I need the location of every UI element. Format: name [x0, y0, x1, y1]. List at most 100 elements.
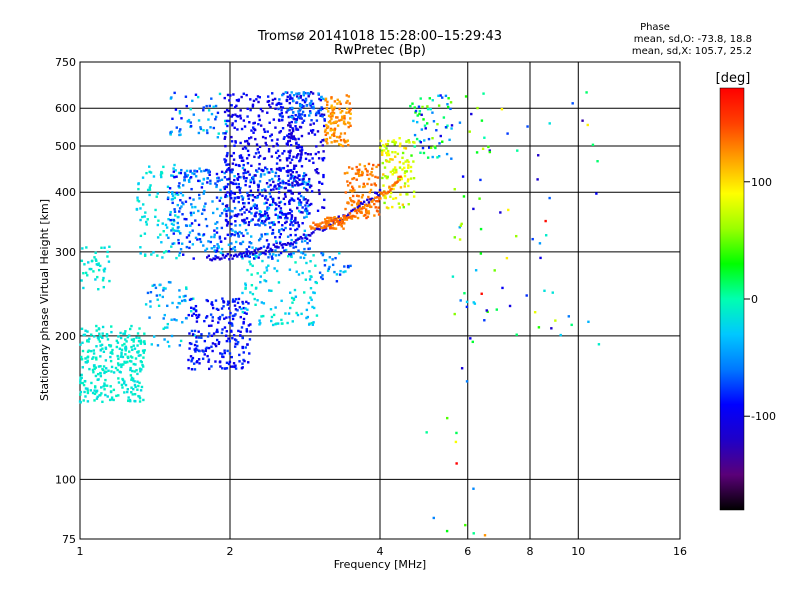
data-point	[291, 243, 295, 246]
data-point	[108, 245, 111, 249]
data-point	[237, 99, 240, 103]
data-point	[163, 338, 166, 341]
data-point	[288, 139, 292, 143]
data-point	[270, 155, 274, 158]
data-point	[317, 111, 321, 115]
data-point	[237, 196, 240, 200]
data-point	[231, 191, 234, 195]
data-point	[275, 245, 279, 248]
data-point	[243, 311, 246, 314]
data-point	[321, 274, 324, 277]
data-point	[310, 119, 313, 122]
data-point	[198, 193, 201, 197]
data-point	[333, 131, 336, 134]
data-point	[205, 315, 209, 318]
data-point	[191, 356, 195, 360]
data-point	[149, 305, 152, 308]
data-point	[95, 389, 99, 392]
data-point	[384, 143, 388, 146]
data-point	[291, 224, 295, 227]
data-point	[362, 185, 365, 189]
data-point	[305, 212, 309, 215]
data-point	[292, 252, 295, 255]
data-point	[358, 204, 361, 208]
data-point	[298, 145, 301, 149]
data-point	[263, 202, 266, 205]
data-point	[117, 394, 120, 397]
data-point	[126, 388, 129, 391]
data-point	[228, 177, 231, 181]
data-point	[391, 173, 394, 176]
data-point	[267, 250, 271, 253]
data-point	[308, 278, 312, 281]
data-point	[245, 250, 248, 254]
data-point	[127, 334, 131, 337]
data-point	[277, 253, 281, 257]
data-point	[472, 487, 475, 490]
data-point	[176, 306, 179, 309]
data-point	[230, 247, 233, 251]
data-point	[289, 223, 292, 226]
data-point	[164, 250, 168, 253]
data-point	[257, 167, 261, 170]
data-point	[163, 326, 167, 329]
data-point	[191, 333, 195, 336]
data-point	[278, 113, 281, 116]
data-point	[393, 182, 396, 186]
data-point	[269, 134, 272, 138]
data-point	[286, 164, 289, 168]
data-point	[234, 364, 237, 367]
data-point	[321, 221, 324, 224]
data-point	[131, 379, 135, 382]
data-point	[271, 198, 275, 202]
data-point	[234, 220, 237, 223]
data-point	[238, 154, 242, 158]
data-point	[312, 105, 315, 108]
data-point	[215, 249, 219, 252]
data-point	[231, 314, 235, 318]
data-point	[277, 183, 280, 186]
data-point	[399, 175, 402, 178]
data-point	[288, 129, 291, 132]
data-point	[219, 214, 222, 217]
data-point	[222, 305, 225, 308]
data-point	[187, 234, 191, 237]
data-point	[232, 362, 236, 365]
colorbar-label: [deg]	[716, 71, 751, 86]
colorbar	[719, 87, 745, 511]
data-point	[187, 179, 191, 182]
data-point	[442, 116, 446, 119]
data-point	[236, 301, 240, 305]
data-point	[321, 277, 324, 281]
data-point	[348, 196, 352, 200]
data-point	[294, 245, 298, 249]
data-point	[389, 157, 392, 161]
data-point	[383, 145, 387, 148]
data-point	[240, 232, 243, 235]
data-point	[419, 141, 423, 144]
data-point	[254, 174, 257, 177]
data-point	[380, 149, 384, 152]
data-point	[538, 242, 542, 245]
x-tick-label: 2	[227, 545, 234, 558]
data-point	[242, 175, 245, 178]
data-point	[311, 323, 315, 326]
data-point	[90, 349, 93, 353]
data-point	[229, 94, 232, 97]
data-point	[220, 212, 224, 215]
data-point	[377, 163, 380, 167]
data-point	[351, 208, 355, 212]
data-point	[272, 221, 275, 224]
data-point	[414, 109, 418, 113]
data-point	[357, 194, 360, 198]
data-point	[402, 205, 405, 209]
data-point	[363, 203, 367, 207]
data-point	[225, 339, 229, 343]
data-point	[331, 114, 334, 118]
data-point	[347, 125, 350, 129]
data-point	[395, 171, 398, 174]
data-point	[209, 240, 212, 244]
data-point	[102, 385, 105, 388]
data-point	[220, 178, 224, 182]
data-point	[258, 224, 261, 227]
